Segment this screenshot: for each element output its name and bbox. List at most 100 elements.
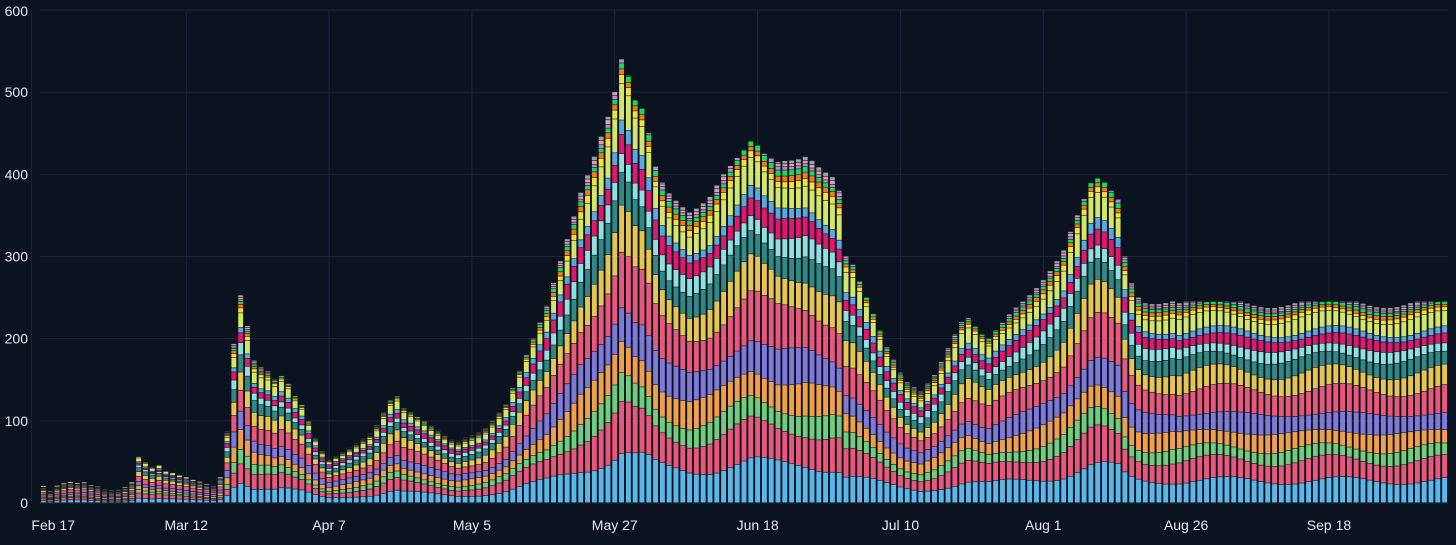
- bar-segment: [1394, 342, 1400, 352]
- bar-segment: [1040, 286, 1046, 290]
- bar-segment: [1380, 308, 1386, 310]
- bar-segment: [857, 309, 863, 317]
- bar-segment: [932, 375, 937, 377]
- bar-stack: [1326, 301, 1332, 503]
- bar-segment: [1095, 183, 1101, 187]
- bar-segment: [211, 496, 216, 498]
- bar-segment: [245, 358, 250, 367]
- bar-segment: [1170, 375, 1175, 395]
- bar-segment: [1142, 312, 1148, 316]
- bar-segment: [54, 494, 60, 496]
- bar-segment: [108, 495, 114, 497]
- bar-segment: [816, 440, 822, 472]
- bar-segment: [54, 489, 60, 490]
- bar-stack: [122, 486, 128, 503]
- bar-stack: [476, 432, 482, 503]
- bar-segment: [231, 462, 237, 473]
- bar-segment: [1108, 192, 1114, 198]
- bar-segment: [938, 402, 944, 414]
- bar-segment: [149, 494, 155, 499]
- bar-segment: [1292, 319, 1298, 335]
- bar-segment: [775, 176, 781, 182]
- bar-segment: [1061, 452, 1067, 479]
- bar-segment: [918, 423, 924, 432]
- bar-segment: [857, 317, 863, 327]
- bar-segment: [782, 170, 788, 176]
- bar-segment: [605, 465, 611, 503]
- bar-segment: [911, 403, 917, 407]
- bar-segment: [1346, 411, 1352, 432]
- bar-segment: [1442, 364, 1448, 385]
- bar-segment: [1054, 281, 1060, 300]
- bar-segment: [979, 369, 985, 376]
- bar-segment: [823, 225, 829, 234]
- bar-segment: [217, 490, 223, 493]
- bar-stack: [81, 482, 87, 503]
- bar-segment: [761, 196, 767, 208]
- bar-segment: [1142, 348, 1148, 361]
- bar-segment: [1081, 215, 1087, 240]
- bar-segment: [666, 465, 672, 503]
- bar-segment: [1435, 307, 1441, 311]
- bar-segment: [251, 363, 257, 365]
- bar-segment: [285, 385, 291, 387]
- bar-segment: [510, 406, 516, 412]
- bar-segment: [755, 162, 761, 188]
- bar-segment: [142, 470, 148, 472]
- bar-segment: [687, 318, 693, 341]
- bar-segment: [945, 472, 951, 488]
- bar-segment: [863, 428, 869, 442]
- bar-segment: [265, 375, 271, 377]
- bar-segment: [469, 496, 475, 503]
- bar-segment: [625, 182, 631, 212]
- bar-segment: [1340, 306, 1346, 309]
- bar-segment: [1040, 285, 1046, 287]
- bar-segment: [802, 208, 808, 217]
- bar-segment: [285, 398, 291, 402]
- bar-segment: [333, 481, 339, 486]
- bar-segment: [639, 325, 645, 361]
- bar-segment: [1224, 302, 1230, 306]
- bar-segment: [795, 436, 801, 466]
- bar-segment: [129, 482, 135, 484]
- bar-segment: [1278, 337, 1284, 343]
- bar-segment: [224, 452, 230, 457]
- bar-segment: [1163, 320, 1169, 334]
- bar-segment: [408, 423, 414, 427]
- bar-segment: [95, 492, 101, 495]
- bar-segment: [483, 440, 488, 442]
- bar-segment: [1000, 479, 1005, 503]
- bar-segment: [1326, 326, 1332, 333]
- bar-stack: [1312, 301, 1318, 503]
- bar-segment: [1387, 380, 1393, 396]
- bar-segment: [829, 269, 835, 296]
- bar-segment: [421, 424, 427, 426]
- bar-segment: [693, 293, 699, 317]
- bar-segment: [1149, 308, 1155, 310]
- bar-segment: [401, 480, 407, 491]
- bar-segment: [802, 156, 808, 161]
- bar-segment: [1088, 407, 1094, 427]
- bar-segment: [1081, 198, 1087, 201]
- bar-segment: [1129, 333, 1135, 345]
- bar-segment: [707, 422, 713, 444]
- bar-segment: [1265, 337, 1271, 342]
- bar-stack: [646, 133, 652, 503]
- bar-segment: [469, 438, 475, 439]
- bar-segment: [1435, 479, 1441, 503]
- bar-segment: [1251, 311, 1257, 315]
- bar-segment: [870, 417, 876, 435]
- bar-segment: [938, 370, 944, 374]
- bar-segment: [374, 486, 380, 495]
- bar-segment: [299, 479, 305, 490]
- bar-segment: [1149, 316, 1155, 321]
- bar-segment: [1258, 323, 1264, 335]
- bar-segment: [129, 495, 135, 497]
- bar-segment: [1122, 417, 1128, 437]
- bar-segment: [421, 447, 427, 454]
- bar-segment: [966, 365, 971, 379]
- bar-segment: [1034, 325, 1039, 337]
- bar-segment: [537, 370, 543, 381]
- bar-segment: [381, 477, 386, 483]
- bar-segment: [1285, 433, 1291, 451]
